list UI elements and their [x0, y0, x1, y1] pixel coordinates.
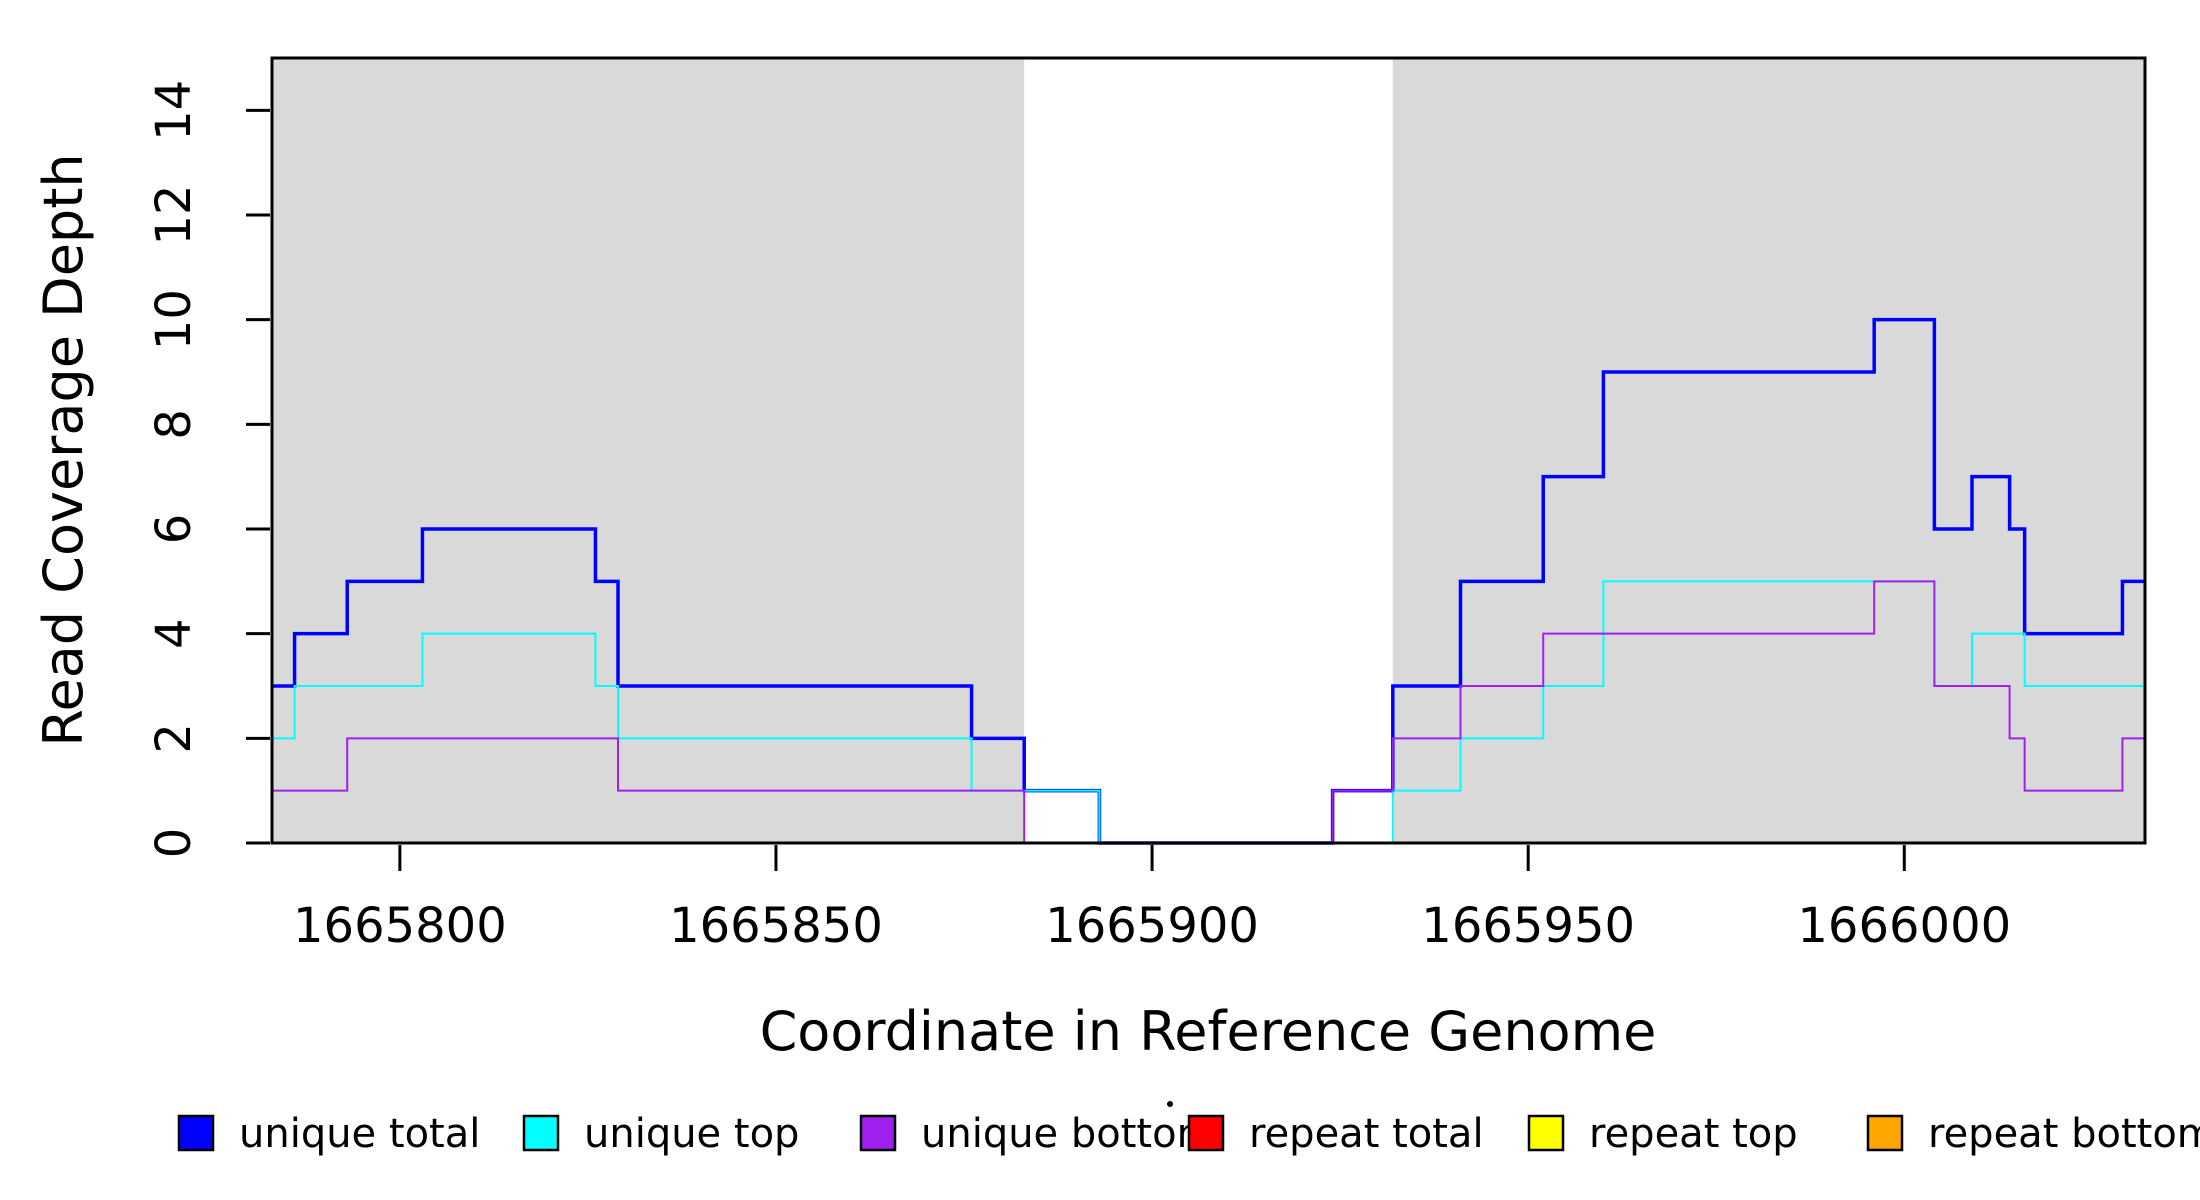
- y-tick-label: 6: [146, 514, 202, 545]
- legend-swatch-unique-total: [177, 1114, 215, 1152]
- repeat-region-band: [272, 58, 1025, 843]
- legend-swatch-unique-bottom: [859, 1114, 897, 1152]
- y-tick-label: 0: [146, 828, 202, 859]
- legend-label-unique-top: unique top: [584, 1111, 799, 1157]
- series-unique-bottom-line: [272, 580, 2145, 844]
- plot-border-box: [270, 56, 2147, 845]
- legend-swatch-repeat-top: [1527, 1114, 1565, 1152]
- legend-swatch-repeat-bottom: [1866, 1114, 1904, 1152]
- legend-swatch-unique-top: [522, 1114, 560, 1152]
- y-tick-label: 10: [146, 289, 202, 350]
- repeat-region-band: [1392, 58, 2145, 843]
- x-tick-label: 1665950: [1421, 898, 1635, 954]
- legend-label-unique-total: unique total: [239, 1111, 480, 1157]
- y-tick-label: 4: [146, 618, 202, 649]
- x-tick-label: 1665900: [1045, 898, 1259, 954]
- y-tick-label: 8: [146, 409, 202, 440]
- legend-label-repeat-total: repeat total: [1249, 1111, 1484, 1157]
- plot-border: [270, 56, 2147, 845]
- axis-ticks: [246, 108, 1906, 871]
- x-tick-label: 1666000: [1797, 898, 2011, 954]
- y-axis-title: Read Coverage Depth: [32, 153, 95, 746]
- legend: unique total unique top unique bottom repea…: [177, 1111, 2200, 1157]
- y-tick-label: 2: [146, 723, 202, 754]
- y-tick-label: 12: [146, 184, 202, 245]
- x-axis-title: Coordinate in Reference Genome: [760, 1000, 1657, 1063]
- x-tick-label: 1665850: [669, 898, 883, 954]
- x-tick-label: 1665800: [293, 898, 507, 954]
- legend-label-unique-bottom: unique bottom: [921, 1111, 1216, 1157]
- stray-dot: [1167, 1101, 1173, 1107]
- legend-label-repeat-bottom: repeat bottom: [1928, 1111, 2200, 1157]
- shaded-repeat-region-bands: [272, 58, 2145, 843]
- axis-tick-labels: 1665800 1665850 1665900 1665950 1666000 0 2 4 6 8…: [146, 80, 2011, 954]
- legend-label-repeat-top: repeat top: [1589, 1111, 1798, 1157]
- y-tick-label: 14: [146, 80, 202, 141]
- legend-swatch-repeat-total: [1187, 1114, 1225, 1152]
